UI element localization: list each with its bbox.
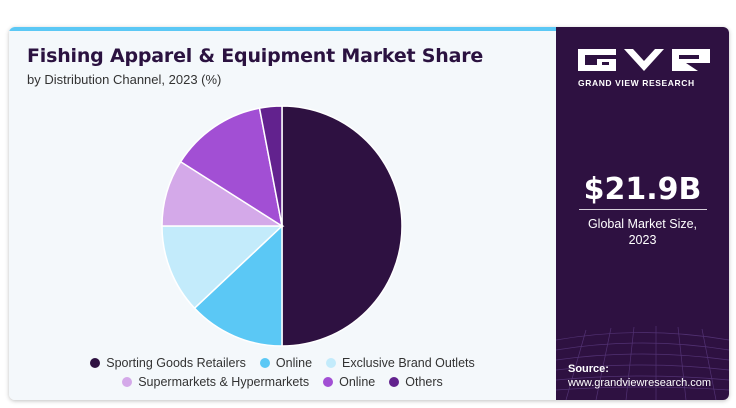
legend-row: Sporting Goods Retailers Online Exclusive … xyxy=(9,353,556,372)
legend-swatch xyxy=(259,357,270,368)
legend-item: Online xyxy=(259,355,313,370)
market-size-value: $21.9B xyxy=(583,172,702,207)
legend-label: Supermarkets & Hypermarkets xyxy=(138,374,310,389)
legend-swatch xyxy=(90,357,101,368)
accent-bar xyxy=(9,27,556,31)
pie-chart xyxy=(161,105,403,347)
market-size-label: Global Market Size, xyxy=(587,217,698,231)
legend-item: Exclusive Brand Outlets xyxy=(326,356,475,370)
pie-slice xyxy=(179,107,284,228)
legend-swatch xyxy=(389,376,400,387)
legend-swatch xyxy=(323,376,334,387)
source-block: Source: www.grandviewresearch.com xyxy=(568,362,711,390)
chart-subtitle: by Distribution Channel, 2023 (%) xyxy=(27,72,222,87)
legend-label: Exclusive Brand Outlets xyxy=(342,355,475,370)
source-url[interactable]: www.grandviewresearch.com xyxy=(568,377,712,389)
legend-item: Others xyxy=(389,375,443,389)
legend-label: Online xyxy=(339,374,376,389)
pie-slice xyxy=(281,105,403,347)
pie-slice xyxy=(258,105,283,227)
pie-slice xyxy=(193,224,283,347)
mesh-decoration xyxy=(556,326,729,400)
legend-swatch xyxy=(122,376,133,387)
market-size-year: 2023 xyxy=(628,233,657,247)
brand-logo: GRAND VIEW RESEARCH xyxy=(578,49,710,88)
info-panel: GRAND VIEW RESEARCH $21.9B Global Market… xyxy=(556,27,729,400)
infographic-card: Fishing Apparel & Equipment Market Share… xyxy=(9,27,729,400)
gvr-logo-icon xyxy=(578,49,710,71)
legend-row: Supermarkets & Hypermarkets Online Others xyxy=(9,372,556,391)
legend-label: Sporting Goods Retailers xyxy=(106,355,246,370)
brand-name: GRAND VIEW RESEARCH xyxy=(578,78,695,88)
legend-item: Sporting Goods Retailers xyxy=(90,356,246,370)
chart-panel: Fishing Apparel & Equipment Market Share… xyxy=(9,27,556,400)
legend-item: Online xyxy=(323,375,375,389)
pie-slice xyxy=(161,225,284,310)
legend-swatch xyxy=(326,357,337,368)
source-label: Source: xyxy=(568,363,609,375)
market-size-block: $21.9B Global Market Size, 2023 xyxy=(556,173,729,248)
divider xyxy=(578,209,707,210)
legend-item: Supermarkets & Hypermarkets xyxy=(122,375,309,389)
chart-title: Fishing Apparel & Equipment Market Share xyxy=(27,45,484,67)
legend-label: Others xyxy=(405,374,443,389)
chart-legend: Sporting Goods Retailers Online Exclusive … xyxy=(9,353,556,391)
legend-label: Online xyxy=(275,355,313,370)
